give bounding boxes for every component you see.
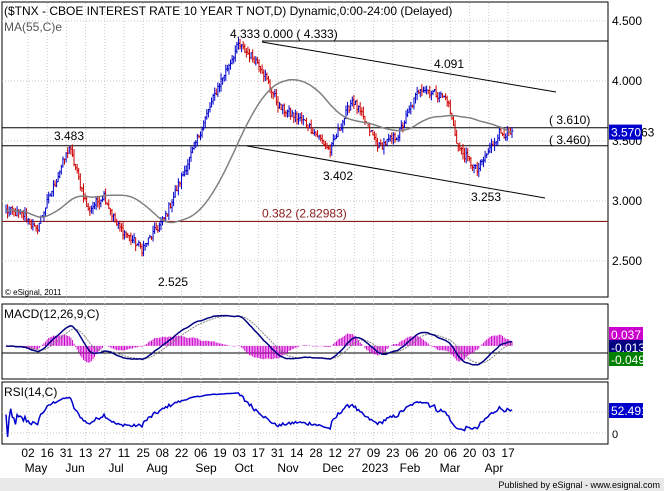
last-price-suffix: 63 (641, 126, 655, 140)
moving-average (5, 78, 513, 224)
price-annotation: 3.483 (54, 129, 84, 143)
y-tick-label: 3.000 (612, 194, 642, 208)
x-tick-label: 20 (463, 446, 477, 460)
price-panel-frame (1, 1, 609, 298)
x-tick-label: 03 (233, 446, 247, 460)
x-tick-label: 19 (213, 446, 227, 460)
chart-labels: 4.333 0.000 ( 4.333) 3.483 4.091 3.402 3.253 2… (54, 27, 655, 418)
hline-label: ( 3.610) (549, 113, 590, 127)
macd-value-tag (609, 352, 643, 366)
x-tick-label: 09 (367, 446, 381, 460)
price-annotation: 2.525 (158, 275, 188, 289)
x-tick-label: 27 (348, 446, 362, 460)
macd-series (5, 314, 513, 366)
month-label: Mar (440, 461, 461, 475)
channel-upper-line (261, 41, 557, 93)
channel-lower-line (246, 145, 546, 199)
x-tick-label: 13 (79, 446, 93, 460)
month-label: Oct (235, 461, 254, 475)
grid-lines (2, 3, 608, 444)
x-tick-label: 25 (137, 446, 151, 460)
month-label: Nov (277, 461, 298, 475)
rsi-value: 52.491 (611, 404, 648, 418)
price-annotation: 3.253 (471, 190, 501, 204)
x-tick-label: 27 (98, 446, 112, 460)
channel-lines (246, 41, 557, 199)
x-tick-label: 20 (425, 446, 439, 460)
rsi-tick-label: 0 (612, 429, 618, 441)
x-tick-label: 03 (482, 446, 496, 460)
x-tick-label: 06 (194, 446, 208, 460)
rsi-value-tag (609, 403, 643, 418)
month-label: Apr (485, 461, 504, 475)
ma-label: MA(55,C)e (4, 20, 62, 34)
chart-title: ($TNX - CBOE INTEREST RATE 10 YEAR T NOT… (4, 4, 452, 18)
x-tick-label: 14 (290, 446, 304, 460)
last-price-tag (609, 124, 642, 140)
fib-level-label: 0.382 (2.82983) (262, 206, 347, 220)
footer-text: Published by eSignal - www.esignal.com (498, 480, 660, 490)
rsi-label: RSI(14,C) (4, 385, 57, 399)
month-label: May (25, 461, 48, 475)
footer-bar (0, 478, 664, 491)
month-label: Jul (108, 461, 123, 475)
x-tick-label: 08 (156, 446, 170, 460)
x-tick-label: 11 (118, 446, 131, 460)
month-label: Feb (400, 461, 421, 475)
hline-label: ( 3.460) (549, 133, 590, 147)
x-tick-label: 28 (309, 446, 323, 460)
macd-signal-line (5, 315, 513, 364)
x-tick-label: 31 (271, 446, 285, 460)
x-tick-label: 06 (405, 446, 419, 460)
price-annotation: 4.091 (434, 57, 464, 71)
macd-value: 0.037 (611, 328, 641, 342)
month-label: Sep (195, 461, 217, 475)
macd-panel-frame (1, 303, 609, 380)
rsi-panel-frame (1, 381, 609, 445)
month-label: Aug (146, 461, 167, 475)
x-tick-label: 17 (501, 446, 515, 460)
horizontal-lines (2, 40, 608, 147)
month-label: 2023 (362, 461, 389, 475)
macd-label: MACD(12,26,9,C) (4, 307, 99, 321)
ma-line (5, 78, 513, 224)
rsi-line (5, 392, 513, 438)
price-annotation: 0.000 ( 4.333) (263, 27, 338, 41)
y-tick-label: 2.500 (612, 254, 642, 268)
price-annotation: 4.333 (230, 27, 260, 41)
x-tick-label: 06 (444, 446, 458, 460)
x-tick-label: 17 (252, 446, 266, 460)
x-tick-label: 23 (386, 446, 400, 460)
macd-value: -0.013 (611, 341, 645, 355)
y-tick-label: 4.500 (612, 14, 642, 28)
macd-value-tag (609, 340, 643, 354)
x-tick-label: 31 (60, 446, 74, 460)
copyright-text: © eSignal, 2011 (5, 288, 62, 297)
macd-line (5, 314, 513, 366)
x-tick-label: 02 (21, 446, 35, 460)
month-label: Jun (65, 461, 84, 475)
price-annotation: 3.402 (323, 169, 353, 183)
x-tick-label: 16 (41, 446, 55, 460)
y-tick-label: 4.000 (612, 74, 642, 88)
rsi-series (5, 392, 513, 438)
month-label: Dec (322, 461, 343, 475)
macd-value: -0.049 (611, 353, 645, 367)
last-price-value: 3.570 (611, 126, 641, 140)
price-bars (5, 37, 514, 257)
x-tick-label: 22 (175, 446, 189, 460)
macd-value-tag (609, 327, 643, 341)
x-tick-label: 12 (329, 446, 343, 460)
